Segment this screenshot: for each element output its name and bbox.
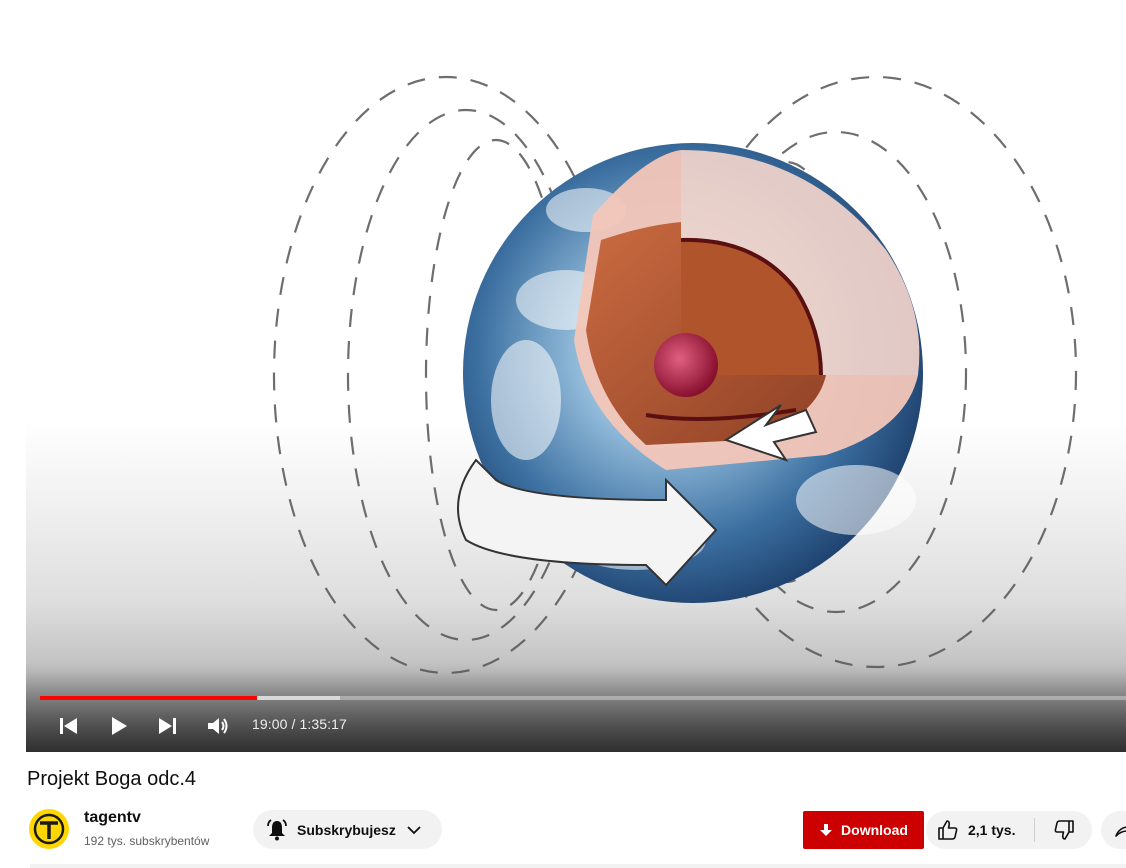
previous-button[interactable] (52, 710, 84, 742)
description-box-edge (30, 864, 1126, 868)
video-player[interactable]: 19:00 / 1:35:17 (26, 0, 1126, 752)
subscribed-button[interactable]: Subskrybujesz (253, 810, 442, 849)
download-label: Download (841, 822, 908, 838)
previous-icon (60, 718, 77, 734)
download-icon (820, 824, 833, 836)
bell-icon (267, 818, 287, 840)
like-count: 2,1 tys. (968, 822, 1016, 838)
like-dislike-group: 2,1 tys. (926, 811, 1092, 849)
thumbs-down-icon (1054, 820, 1074, 840)
download-button[interactable]: Download (803, 811, 924, 849)
channel-logo-icon (30, 810, 68, 848)
progress-played (40, 696, 258, 700)
current-time: 19:00 (252, 716, 288, 732)
play-icon (112, 717, 127, 735)
progress-bar[interactable] (40, 696, 1126, 700)
next-icon (159, 718, 176, 734)
channel-avatar[interactable] (29, 809, 69, 849)
time-display: 19:00 / 1:35:17 (252, 716, 347, 732)
video-frame[interactable] (26, 0, 1126, 752)
chevron-down-icon (407, 825, 421, 834)
duration: 1:35:17 (299, 716, 347, 732)
volume-button[interactable] (202, 710, 234, 742)
next-button[interactable] (152, 710, 184, 742)
dislike-button[interactable] (1035, 811, 1092, 849)
like-divider (1034, 818, 1035, 842)
share-button[interactable] (1101, 811, 1126, 849)
time-separator: / (287, 716, 300, 732)
subscriber-count: 192 tys. subskrybentów (84, 834, 210, 848)
controls-gradient (26, 672, 1126, 752)
play-button[interactable] (102, 710, 134, 742)
video-title: Projekt Boga odc.4 (27, 768, 196, 790)
like-button[interactable]: 2,1 tys. (926, 811, 1034, 849)
subscribe-label: Subskrybujesz (297, 821, 396, 838)
volume-icon (208, 718, 228, 734)
thumbs-up-icon (938, 820, 958, 840)
share-icon (1115, 826, 1126, 837)
earth-magnetic-field-illustration (272, 75, 1078, 675)
channel-name[interactable]: tagentv (84, 809, 141, 826)
